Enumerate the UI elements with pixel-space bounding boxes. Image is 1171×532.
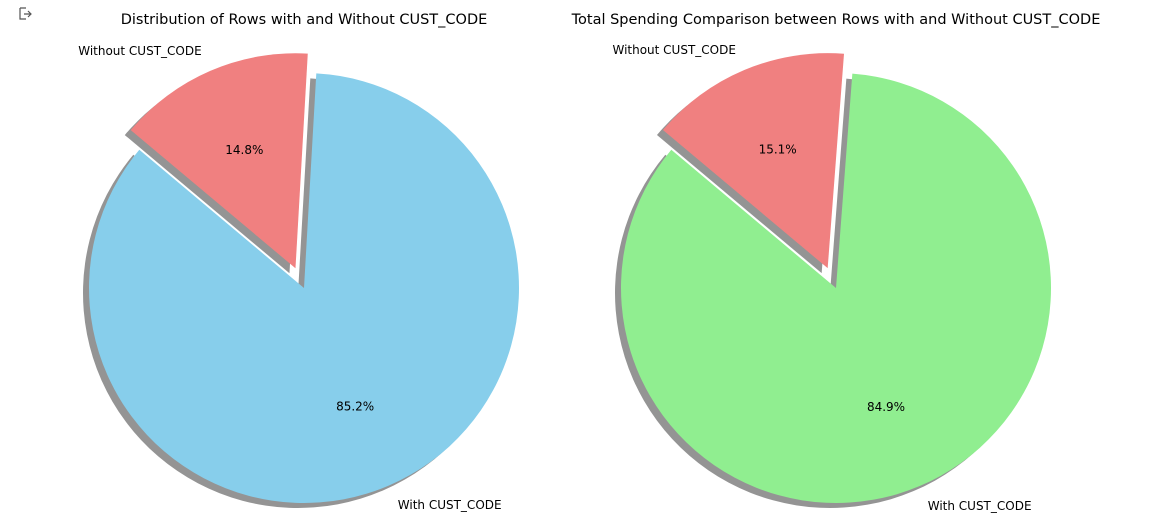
slice-label: With CUST_CODE bbox=[928, 499, 1032, 513]
chart-title: Total Spending Comparison between Rows w… bbox=[571, 12, 1101, 28]
pie-slice bbox=[620, 73, 1051, 504]
slice-percent-label: 84.9% bbox=[867, 400, 905, 414]
pie-slice bbox=[89, 73, 520, 503]
slice-label: Without CUST_CODE bbox=[612, 43, 735, 57]
pie-slice bbox=[662, 53, 845, 269]
pie-slice bbox=[130, 53, 308, 269]
pie-chart-spending: Total Spending Comparison between Rows w… bbox=[571, 12, 1101, 513]
chart-title: Distribution of Rows with and Without CU… bbox=[121, 12, 488, 28]
slice-percent-label: 14.8% bbox=[225, 143, 263, 157]
output-arrow-icon bbox=[19, 7, 32, 20]
slice-percent-label: 85.2% bbox=[336, 399, 374, 413]
slice-label: Without CUST_CODE bbox=[78, 44, 201, 58]
slice-percent-label: 15.1% bbox=[759, 142, 797, 156]
pie-chart-rows: Distribution of Rows with and Without CU… bbox=[78, 12, 520, 512]
slice-label: With CUST_CODE bbox=[398, 498, 502, 512]
